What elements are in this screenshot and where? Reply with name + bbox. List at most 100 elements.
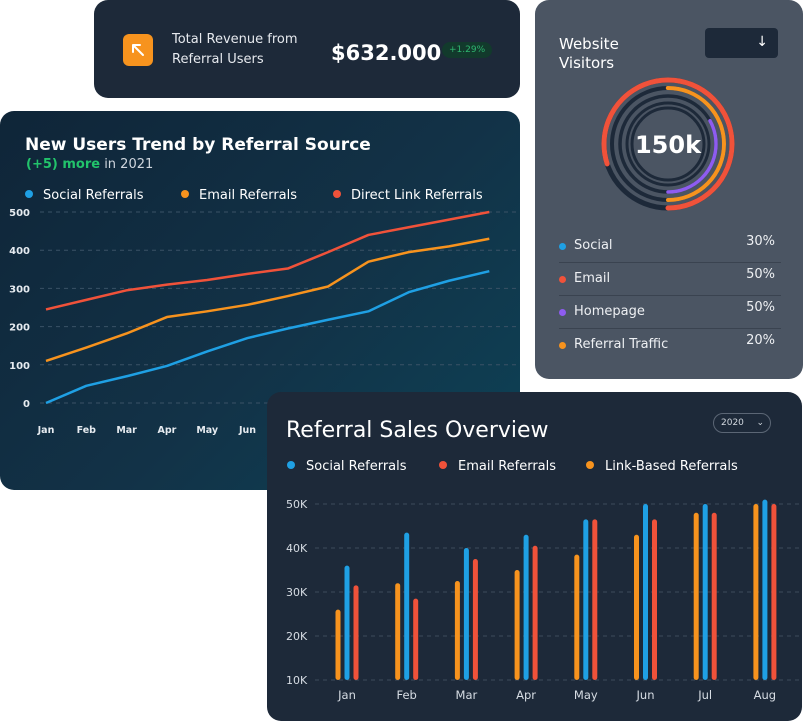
- bar: [583, 519, 589, 680]
- legend-label: Link-Based Referrals: [605, 459, 738, 474]
- bar: [532, 545, 538, 680]
- legend-dot: [439, 461, 447, 469]
- legend-label: Email Referrals: [458, 459, 557, 474]
- arrow-down-icon: ↓: [756, 34, 768, 50]
- chevron-down-icon: ⌄: [756, 418, 764, 428]
- bar: [762, 499, 768, 680]
- visitors-donut-chart: 150k: [601, 77, 735, 211]
- y-tick-label: 50K: [286, 498, 308, 511]
- x-tick-label: Jun: [636, 688, 655, 702]
- y-tick-label: 300: [9, 284, 30, 295]
- x-tick-label: Feb: [397, 688, 417, 702]
- sales-legend-item: Email Referrals: [439, 459, 556, 474]
- visitor-source-row: Referral Traffic 20%: [559, 328, 781, 361]
- arrow-up-left-icon: [123, 34, 153, 66]
- sales-title: Referral Sales Overview: [286, 418, 549, 443]
- legend-dot: [333, 190, 341, 198]
- bar: [753, 504, 759, 680]
- bar: [335, 609, 341, 680]
- x-tick-label: Feb: [77, 425, 97, 436]
- bar: [592, 519, 598, 680]
- bar: [472, 559, 478, 680]
- new-users-trend-card: New Users Trend by Referral Source (+5) …: [0, 111, 520, 490]
- y-tick-label: 200: [9, 323, 30, 334]
- bar: [711, 512, 717, 680]
- legend-dot: [181, 190, 189, 198]
- visitor-source-percent: 20%: [746, 333, 775, 348]
- legend-dot: [586, 461, 594, 469]
- legend-label: Direct Link Referrals: [351, 188, 483, 203]
- legend-label: Social Referrals: [43, 188, 144, 203]
- series-line: [45, 269, 490, 405]
- year-select[interactable]: 2020 ⌄: [713, 413, 771, 433]
- website-visitors-card: Website Visitors ↓ 150k Social 30% Email 50…: [535, 0, 803, 379]
- y-tick-label: 100: [9, 361, 30, 372]
- x-tick-label: Mar: [456, 688, 478, 702]
- series-line: [45, 210, 490, 311]
- bar: [574, 554, 580, 680]
- y-tick-label: 0: [23, 399, 30, 410]
- sales-legend-item: Link-Based Referrals: [586, 459, 738, 474]
- x-tick-label: Jul: [697, 688, 712, 702]
- bar: [413, 598, 419, 680]
- legend-dot: [287, 461, 295, 469]
- bar: [652, 519, 657, 680]
- visitor-source-name: Referral Traffic: [574, 337, 669, 352]
- bar: [643, 504, 648, 680]
- trend-legend-item: Social Referrals: [25, 188, 144, 203]
- bar: [463, 548, 469, 680]
- visitor-source-name: Social: [574, 238, 613, 253]
- x-tick-label: May: [196, 425, 219, 436]
- x-tick-label: Apr: [157, 425, 176, 436]
- visitor-source-percent: 50%: [746, 300, 775, 315]
- visitor-source-name: Email: [574, 271, 611, 286]
- revenue-label: Total Revenue from Referral Users: [172, 32, 298, 67]
- inner-ring: [625, 101, 711, 187]
- bar: [702, 504, 708, 680]
- visitors-dropdown[interactable]: ↓: [705, 28, 778, 58]
- trend-legend-item: Email Referrals: [181, 188, 297, 203]
- ring-arc: [618, 94, 718, 194]
- revenue-value: $632.000: [331, 41, 442, 65]
- x-tick-label: Apr: [516, 688, 536, 702]
- y-tick-label: 30K: [286, 586, 308, 599]
- trend-subtitle: (+5) more in 2021: [26, 157, 154, 172]
- x-tick-label: Jan: [37, 425, 55, 436]
- legend-dot: [559, 342, 566, 349]
- visitors-title: Website Visitors: [559, 35, 619, 72]
- legend-label: Email Referrals: [199, 188, 298, 203]
- total-revenue-card: Total Revenue from Referral Users $632.0…: [94, 0, 520, 98]
- y-tick-label: 400: [9, 246, 30, 257]
- bar: [771, 504, 777, 680]
- visitor-source-row: Homepage 50%: [559, 295, 781, 329]
- legend-dot: [559, 243, 566, 250]
- sales-legend-item: Social Referrals: [287, 459, 407, 474]
- y-tick-label: 20K: [286, 630, 308, 643]
- bar: [634, 534, 639, 680]
- legend-dot: [559, 309, 566, 316]
- visitor-source-percent: 50%: [746, 267, 775, 282]
- trend-legend-item: Direct Link Referrals: [333, 188, 483, 203]
- legend-dot: [25, 190, 33, 198]
- x-tick-label: Mar: [116, 425, 137, 436]
- legend-dot: [559, 276, 566, 283]
- y-tick-label: 500: [9, 208, 30, 219]
- series-line: [45, 237, 490, 363]
- trend-title: New Users Trend by Referral Source: [25, 135, 371, 155]
- legend-label: Social Referrals: [306, 459, 407, 474]
- visitor-source-row: Social 30%: [559, 229, 781, 263]
- bar: [404, 532, 410, 680]
- y-tick-label: 40K: [286, 542, 308, 555]
- visitor-source-row: Email 50%: [559, 262, 781, 296]
- bar: [353, 585, 359, 680]
- y-tick-label: 10K: [286, 674, 308, 687]
- visitors-center-value: 150k: [635, 131, 702, 159]
- bar: [523, 534, 529, 680]
- x-tick-label: May: [574, 688, 598, 702]
- referral-sales-card: Referral Sales Overview 2020 ⌄ Social Ref…: [267, 392, 802, 721]
- visitor-source-percent: 30%: [746, 234, 775, 249]
- ring-arc: [610, 86, 726, 202]
- bar: [395, 583, 401, 680]
- x-tick-label: Aug: [754, 688, 776, 702]
- visitor-source-name: Homepage: [574, 304, 645, 319]
